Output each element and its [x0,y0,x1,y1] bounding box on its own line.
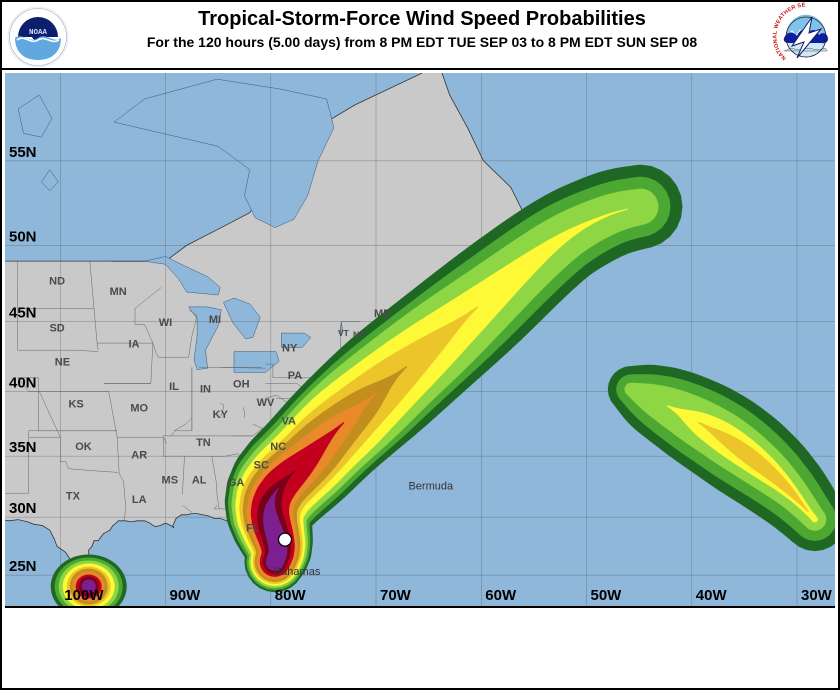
svg-text:IL: IL [169,381,179,393]
svg-text:NC: NC [270,441,286,453]
svg-text:AR: AR [131,450,147,462]
svg-text:40N: 40N [9,374,37,391]
svg-text:VT: VT [338,328,350,338]
svg-text:90W: 90W [170,587,202,604]
svg-text:55N: 55N [9,144,37,161]
svg-text:50N: 50N [9,228,37,245]
svg-text:100W: 100W [64,587,104,604]
svg-text:MI: MI [209,314,221,326]
svg-text:70W: 70W [380,587,412,604]
svg-text:30N: 30N [9,500,37,517]
svg-text:WI: WI [159,317,172,329]
svg-text:PA: PA [288,370,303,382]
svg-text:NE: NE [55,357,70,369]
svg-text:LA: LA [132,494,147,506]
svg-text:MO: MO [130,402,148,414]
svg-text:TX: TX [66,490,81,502]
svg-text:AL: AL [192,475,207,487]
svg-text:TN: TN [196,437,211,449]
svg-text:IN: IN [200,384,211,396]
svg-text:KS: KS [68,398,83,410]
svg-text:ME: ME [374,308,391,320]
svg-text:SD: SD [49,323,64,335]
svg-text:OK: OK [75,441,92,453]
svg-text:50W: 50W [591,587,623,604]
svg-text:MS: MS [162,475,179,487]
svg-text:60W: 60W [485,587,517,604]
svg-text:GA: GA [228,477,245,489]
svg-text:NH: NH [353,329,365,339]
svg-text:NY: NY [282,343,298,355]
svg-text:NOAA: NOAA [29,29,48,37]
svg-text:ND: ND [49,275,65,287]
svg-text:IA: IA [129,338,140,350]
svg-text:Bermuda: Bermuda [408,481,454,493]
svg-text:45N: 45N [9,305,37,322]
svg-text:KY: KY [213,409,229,421]
svg-text:Bahamas: Bahamas [274,566,321,578]
svg-text:WV: WV [257,397,275,409]
svg-text:VA: VA [281,415,296,427]
svg-text:OH: OH [233,378,250,390]
svg-text:80W: 80W [275,587,307,604]
svg-text:MN: MN [110,286,127,298]
svg-text:SC: SC [254,460,269,472]
svg-text:35N: 35N [9,439,37,456]
svg-text:25N: 25N [9,558,37,575]
svg-text:40W: 40W [696,587,728,604]
svg-text:30W: 30W [801,587,833,604]
svg-text:FL: FL [246,522,260,534]
